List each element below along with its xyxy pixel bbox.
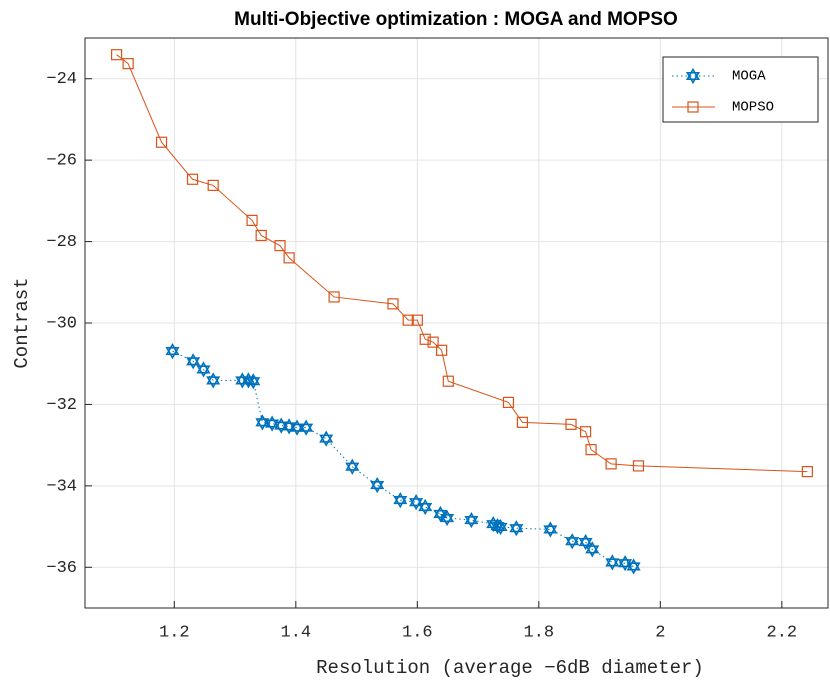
data-point <box>578 533 593 551</box>
data-point <box>565 533 580 550</box>
data-point <box>207 179 219 191</box>
y-tick-label: −34 <box>46 477 77 496</box>
data-point <box>196 361 211 378</box>
data-point <box>632 460 645 472</box>
data-point <box>418 498 433 516</box>
data-point <box>402 314 414 326</box>
data-point <box>801 466 813 478</box>
plot-frame <box>84 37 829 609</box>
x-tick-label: 1.8 <box>524 623 555 642</box>
legend-label: MOGA <box>732 69 766 85</box>
series-line <box>116 54 808 473</box>
data-point <box>255 414 270 431</box>
data-point <box>155 136 168 148</box>
data-point <box>370 476 385 494</box>
data-point <box>618 555 633 572</box>
data-point <box>464 511 479 529</box>
y-tick-label: −24 <box>46 70 77 89</box>
data-point <box>186 173 199 185</box>
data-point <box>442 375 454 387</box>
data-point <box>393 492 408 509</box>
data-point <box>255 229 267 242</box>
x-axis-label: Resolution (average −6dB diameter) <box>316 657 704 679</box>
data-point <box>509 520 524 537</box>
legend: MOGA MOPSO <box>662 56 819 123</box>
legend-marker <box>687 101 699 113</box>
data-point <box>290 419 305 436</box>
data-point <box>433 505 448 523</box>
x-tick-label: 1.4 <box>281 623 312 642</box>
legend-marker <box>685 67 701 85</box>
data-point <box>579 426 592 438</box>
x-tick-label: 1.2 <box>159 623 190 642</box>
data-point <box>186 353 201 370</box>
y-tick-label: −28 <box>46 233 77 252</box>
data-point <box>328 291 340 303</box>
data-point <box>319 430 334 447</box>
data-point <box>605 554 620 571</box>
data-point <box>283 252 295 264</box>
series-line <box>172 350 634 567</box>
data-point <box>274 240 286 252</box>
data-point <box>626 558 641 575</box>
y-tick-label: −26 <box>46 152 77 171</box>
data-point <box>110 49 123 61</box>
legend-box <box>662 56 819 123</box>
data-point <box>502 396 515 408</box>
data-point <box>565 418 577 430</box>
x-tick-label: 1.6 <box>402 623 433 642</box>
data-point <box>387 298 399 310</box>
y-axis-label: Contrast <box>11 277 33 368</box>
data-point <box>585 541 600 558</box>
data-point <box>165 342 180 360</box>
data-point <box>411 314 423 326</box>
chart-title: Multi-Objective optimization : MOGA and … <box>234 9 678 30</box>
data-point <box>585 444 597 456</box>
x-tick-label: 2 <box>655 623 665 642</box>
data-point <box>246 214 258 226</box>
y-tick-label: −36 <box>46 559 77 578</box>
data-point <box>605 458 617 470</box>
data-point <box>246 373 261 390</box>
y-tick-label: −30 <box>46 314 77 333</box>
data-point <box>206 372 221 389</box>
x-tick-label: 2.2 <box>767 623 798 642</box>
data-point <box>419 333 431 345</box>
data-point <box>493 518 508 536</box>
data-point <box>299 419 314 436</box>
data-point <box>122 58 134 70</box>
data-point <box>436 344 448 356</box>
data-point <box>345 458 360 475</box>
data-point <box>543 521 558 538</box>
legend-label: MOPSO <box>732 100 774 116</box>
data-point <box>440 509 455 527</box>
data-point <box>516 416 529 428</box>
y-tick-label: −32 <box>46 396 77 415</box>
data-point <box>427 336 439 348</box>
